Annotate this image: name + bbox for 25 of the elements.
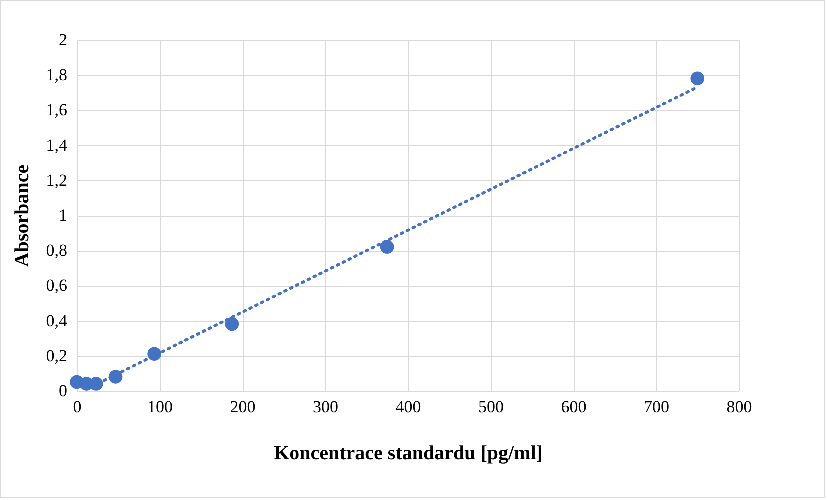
- x-tick-label: 700: [644, 398, 670, 416]
- x-tick-label: 200: [230, 398, 256, 416]
- y-tick-label: 1,2: [46, 170, 68, 190]
- y-tick-label: 1,6: [46, 100, 68, 120]
- y-tick-label: 0,4: [46, 311, 68, 330]
- x-tick-label: 300: [313, 398, 338, 416]
- y-tick-label: 0,2: [46, 346, 68, 366]
- x-tick-label: 500: [478, 398, 504, 416]
- y-tick-label: 0,8: [46, 241, 68, 260]
- y-tick-label: 1: [59, 206, 68, 225]
- y-tick-label: 1,8: [46, 66, 68, 85]
- y-tick-label: 0: [59, 382, 68, 400]
- point: [690, 72, 705, 86]
- x-tick-label: 600: [561, 398, 587, 416]
- point: [380, 240, 394, 254]
- x-tick-label: 0: [73, 398, 82, 416]
- y-tick-label: 0,6: [46, 276, 68, 296]
- y-tick-label: 1,4: [46, 136, 68, 155]
- y-axis-title: Absorbance: [11, 164, 34, 268]
- point: [225, 317, 240, 332]
- x-tick-label: 800: [726, 398, 752, 416]
- x-axis-title: Koncentrace standardu [pg/ml]: [274, 442, 543, 464]
- x-tick-label: 100: [148, 398, 173, 416]
- x-tick-label: 400: [396, 398, 422, 416]
- y-tick-label: 2: [59, 30, 68, 50]
